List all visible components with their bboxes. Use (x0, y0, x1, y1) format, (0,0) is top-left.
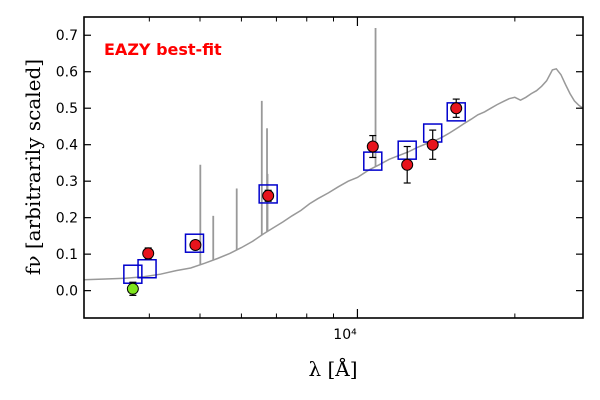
annotation-label: EAZY best-fit (104, 40, 222, 59)
observed-photometry-point (401, 158, 414, 171)
plot-frame (83, 16, 584, 319)
y-tick-label: 0.3 (56, 174, 78, 190)
model-photometry-marker (258, 184, 278, 204)
y-axis-label: fν [arbitrarily scaled] (21, 59, 45, 275)
y-tick-label: 0.7 (56, 28, 78, 44)
observed-photometry-point (189, 239, 202, 252)
y-tick-label: 0.2 (56, 211, 78, 227)
sed-continuum-line (84, 67, 583, 281)
y-tick-label: 0.1 (56, 247, 78, 263)
y-tick-label: 0.0 (56, 284, 78, 300)
x-axis-label: λ [Å] (308, 356, 357, 381)
y-tick-label: 0.5 (56, 101, 78, 117)
observed-photometry-point (426, 138, 439, 151)
plot-area (84, 17, 583, 318)
x-tick-label: 10⁴ (333, 327, 357, 343)
observed-photometry-point (450, 102, 463, 115)
model-photometry-marker (137, 258, 157, 279)
observed-photometry-point (142, 247, 155, 260)
y-tick-label: 0.4 (56, 138, 78, 154)
axis-ticks: 0.0 0.1 0.2 0.3 0.4 0.5 0.6 0.7 (56, 17, 583, 318)
y-tick-label: 0.6 (56, 65, 78, 81)
observed-photometry-point (366, 140, 379, 153)
observed-photometry-low-point (126, 282, 139, 295)
observed-photometry-point (262, 189, 275, 202)
model-photometry-marker (184, 233, 205, 253)
